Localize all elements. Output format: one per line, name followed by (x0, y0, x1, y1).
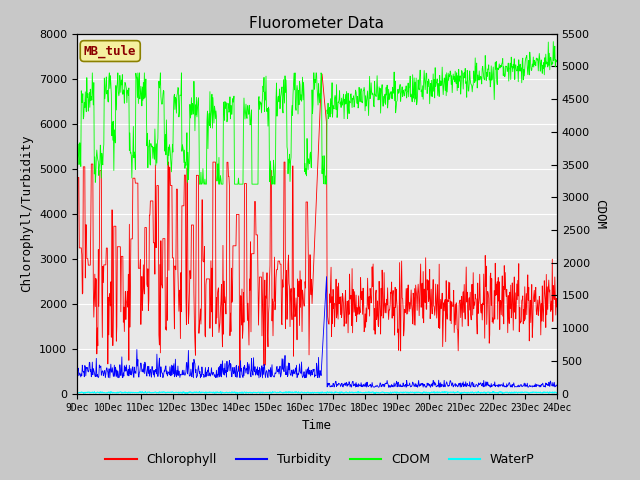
CDOM (162, 152, 170, 158)
Line: WaterP: WaterP (77, 391, 557, 394)
WaterP (97, 389, 104, 395)
CDOM (73, 154, 81, 160)
WaterP (273, 390, 280, 396)
WaterP (530, 390, 538, 396)
WaterP (163, 389, 170, 395)
CDOM (273, 80, 280, 86)
X-axis label: Time: Time (302, 419, 332, 432)
WaterP (356, 389, 364, 395)
CDOM (96, 160, 104, 166)
Text: MB_tule: MB_tule (84, 44, 136, 58)
WaterP (553, 390, 561, 396)
Chlorophyll (273, 267, 280, 273)
Y-axis label: Chlorophyll/Turbidity: Chlorophyll/Turbidity (20, 135, 33, 292)
Chlorophyll (162, 324, 170, 330)
CDOM (196, 181, 204, 187)
CDOM (537, 60, 545, 66)
WaterP (73, 390, 81, 396)
Y-axis label: CDOM: CDOM (593, 199, 607, 228)
Turbidity (96, 364, 104, 370)
Turbidity (538, 382, 545, 387)
Line: Chlorophyll: Chlorophyll (77, 74, 557, 371)
Chlorophyll (317, 71, 325, 77)
Line: Turbidity: Turbidity (77, 276, 557, 387)
CDOM (529, 54, 537, 60)
Turbidity (73, 371, 81, 377)
Turbidity (553, 383, 561, 389)
Turbidity (530, 384, 538, 389)
Turbidity (356, 384, 364, 389)
Turbidity (272, 371, 280, 376)
WaterP (355, 388, 362, 394)
Chlorophyll (553, 304, 561, 310)
WaterP (80, 391, 88, 396)
CDOM (553, 58, 561, 63)
Line: CDOM: CDOM (77, 42, 557, 184)
Chlorophyll (73, 306, 81, 312)
Chlorophyll (530, 292, 538, 298)
Legend: Chlorophyll, Turbidity, CDOM, WaterP: Chlorophyll, Turbidity, CDOM, WaterP (100, 448, 540, 471)
CDOM (356, 99, 364, 105)
Chlorophyll (538, 301, 545, 307)
WaterP (538, 390, 545, 396)
Chlorophyll (236, 368, 244, 374)
CDOM (550, 39, 557, 45)
Chlorophyll (356, 275, 364, 280)
Turbidity (375, 384, 383, 390)
Turbidity (323, 274, 330, 279)
Turbidity (162, 363, 170, 369)
Chlorophyll (96, 168, 104, 173)
Title: Fluorometer Data: Fluorometer Data (250, 16, 384, 31)
